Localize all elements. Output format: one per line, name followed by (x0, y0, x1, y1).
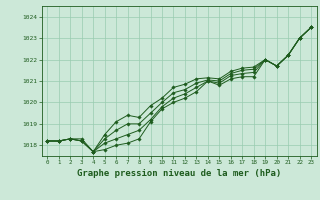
X-axis label: Graphe pression niveau de la mer (hPa): Graphe pression niveau de la mer (hPa) (77, 169, 281, 178)
